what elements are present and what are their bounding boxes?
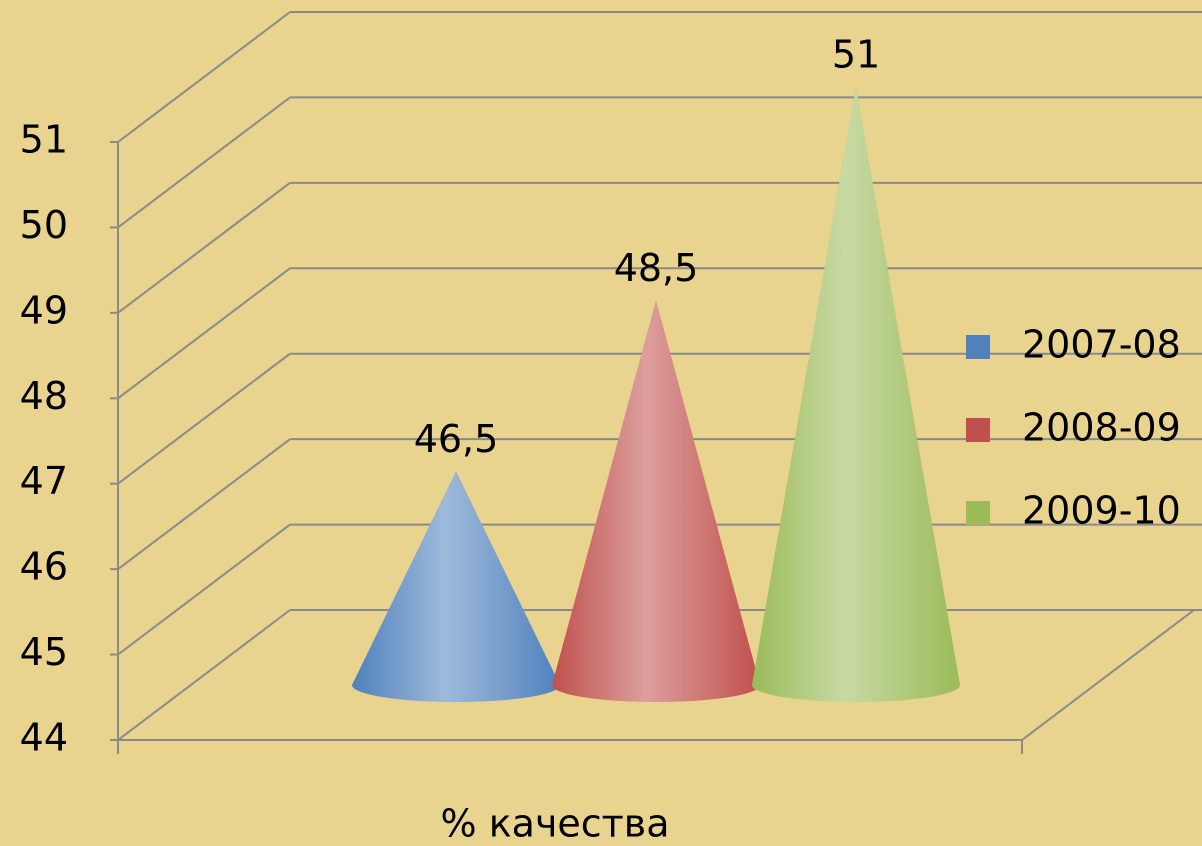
legend-label: 2009-10 — [1022, 489, 1181, 533]
grid-line — [117, 523, 291, 656]
grid-line — [117, 267, 291, 400]
value-label: 51 — [832, 33, 880, 77]
legend-swatch — [966, 501, 990, 525]
value-label: 48,5 — [614, 246, 699, 290]
cone-shine — [552, 300, 760, 702]
legend-swatch — [966, 418, 990, 442]
y-tick-label: 49 — [20, 288, 68, 332]
y-tick-label: 50 — [20, 203, 68, 247]
legend-label: 2007-08 — [1022, 323, 1181, 367]
y-tick-label: 47 — [20, 459, 68, 503]
y-tick-label: 45 — [20, 630, 68, 674]
legend-label: 2008-09 — [1022, 406, 1181, 450]
floor-edge — [1021, 609, 1195, 741]
grid-line — [117, 182, 291, 314]
category-label: % качества — [441, 802, 670, 846]
grid-line — [117, 609, 291, 741]
legend-swatch — [966, 335, 990, 359]
value-label: 46,5 — [414, 417, 499, 461]
grid-line — [117, 438, 291, 570]
y-tick-label: 46 — [20, 545, 68, 589]
grid-line — [117, 96, 291, 229]
grid-line — [117, 11, 291, 143]
grid-line — [117, 352, 291, 485]
cone-shine — [352, 471, 560, 702]
y-tick-label: 51 — [20, 118, 68, 162]
cone-shine — [752, 87, 960, 702]
y-tick-label: 44 — [20, 716, 68, 760]
y-tick-label: 48 — [20, 374, 68, 418]
